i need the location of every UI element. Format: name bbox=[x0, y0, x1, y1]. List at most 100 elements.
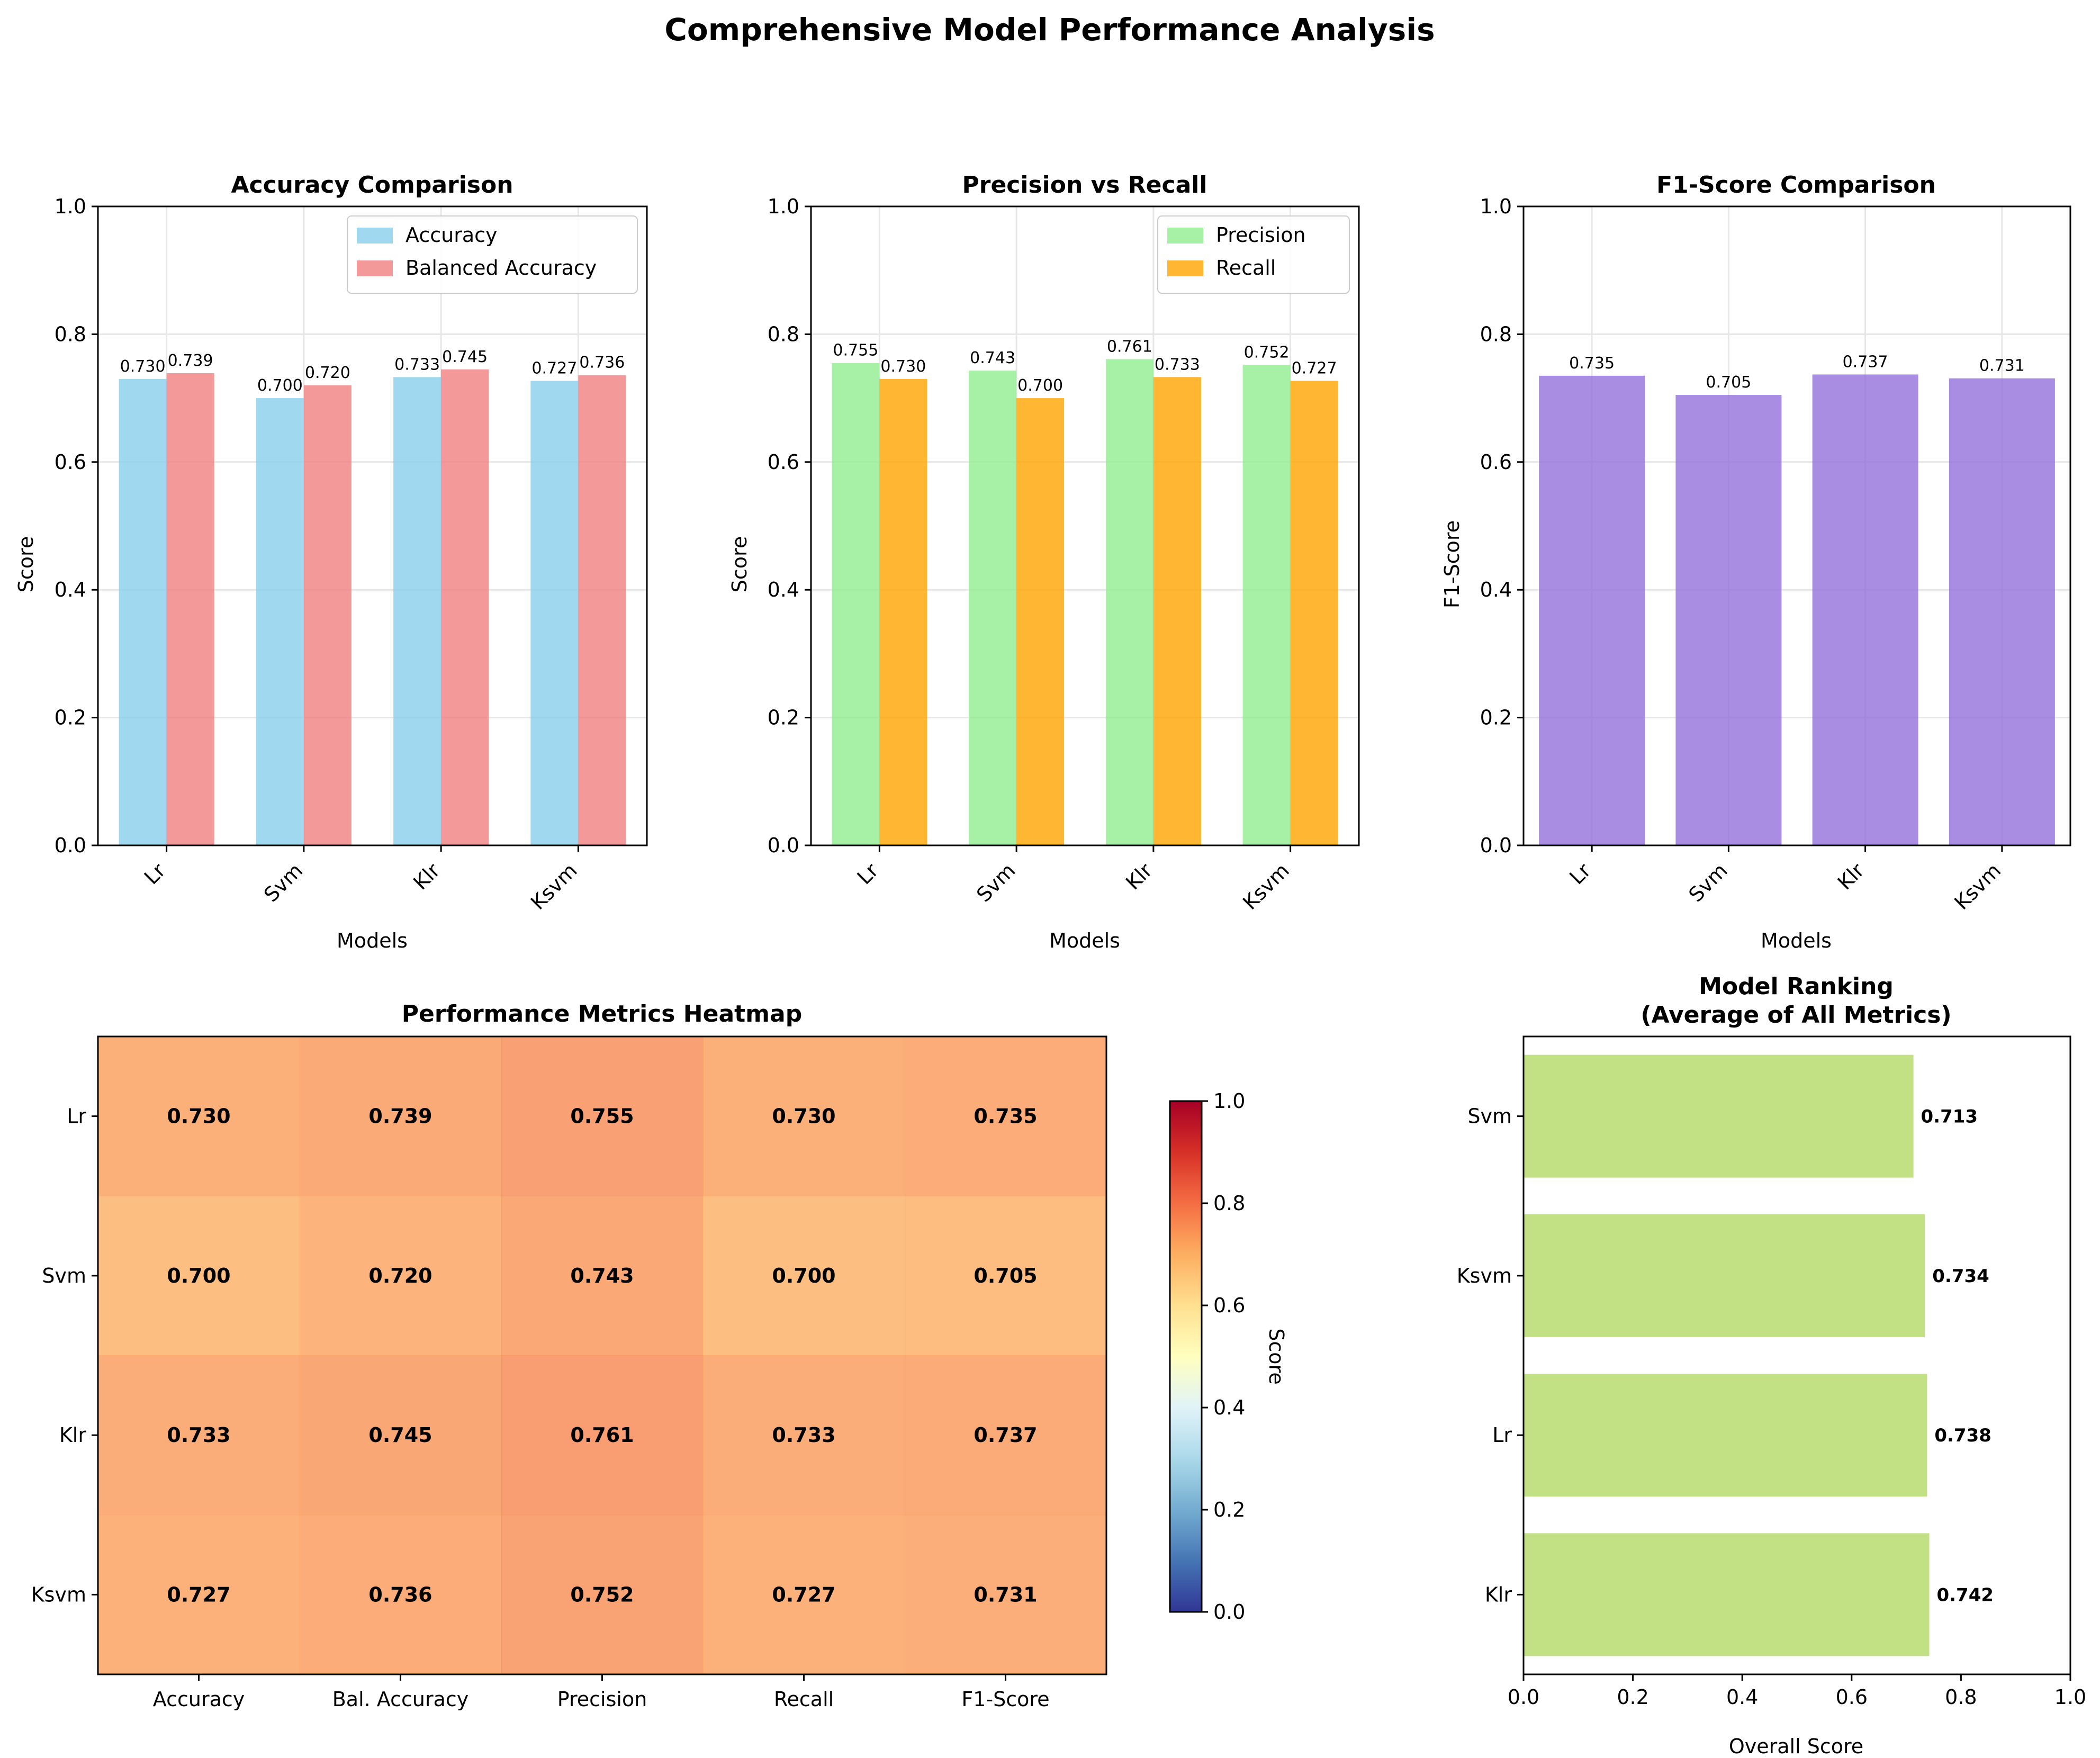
heatmap-cell-label: 0.733 bbox=[772, 1423, 835, 1447]
colorbar-tick-label: 1.0 bbox=[1213, 1089, 1245, 1113]
ranking-title-line2: (Average of All Metrics) bbox=[1641, 1002, 1951, 1029]
precision-recall-bar bbox=[1290, 381, 1338, 845]
heatmap-cell bbox=[905, 1514, 1107, 1675]
accuracy-ytick-label: 0.2 bbox=[55, 706, 86, 729]
precision-recall-axes-frame bbox=[810, 205, 1360, 846]
precision-recall-bar-label: 0.727 bbox=[1292, 359, 1337, 378]
f1-ytick-label: 0.2 bbox=[1480, 706, 1512, 729]
accuracy-ytick-label: 0.4 bbox=[55, 578, 86, 601]
accuracy-bar bbox=[393, 377, 441, 845]
precision-recall-legend-swatch bbox=[1167, 260, 1203, 276]
heatmap-col-label: Accuracy bbox=[153, 1688, 245, 1711]
heatmap-cell bbox=[703, 1196, 905, 1356]
accuracy-chart-ylabel: Score bbox=[14, 536, 38, 592]
heatmap-cell bbox=[501, 1036, 704, 1196]
colorbar bbox=[1169, 1100, 1203, 1613]
heatmap-cell-label: 0.700 bbox=[772, 1264, 835, 1287]
accuracy-bar-label: 0.700 bbox=[257, 376, 303, 395]
precision-recall-bar-label: 0.700 bbox=[1017, 376, 1063, 395]
heatmap-cell bbox=[98, 1514, 300, 1675]
heatmap-cell bbox=[98, 1036, 300, 1196]
f1-chart-title: F1-Score Comparison bbox=[1656, 172, 1936, 199]
heatmap-cell-label: 0.733 bbox=[167, 1423, 230, 1447]
precision-recall-bar-label: 0.743 bbox=[970, 349, 1015, 367]
ranking-xtick-label: 1.0 bbox=[2054, 1685, 2086, 1709]
heatmap-cell bbox=[905, 1036, 1107, 1196]
heatmap-cell-label: 0.745 bbox=[368, 1423, 432, 1447]
heatmap-cell bbox=[300, 1196, 502, 1356]
f1-chart-ylabel: F1-Score bbox=[1440, 520, 1464, 608]
heatmap-cell bbox=[98, 1355, 300, 1516]
precision-recall-bar bbox=[1242, 365, 1291, 845]
precision-recall-chart-xlabel: Models bbox=[1049, 929, 1120, 952]
f1-bar bbox=[1675, 395, 1782, 845]
f1-ytick-label: 1.0 bbox=[1480, 195, 1512, 218]
accuracy-bar-label: 0.727 bbox=[531, 359, 577, 378]
colorbar-tick-label: 0.4 bbox=[1213, 1396, 1245, 1419]
figure-title: Comprehensive Model Performance Analysis bbox=[664, 12, 1435, 48]
ranking-bar-label: 0.738 bbox=[1934, 1425, 1991, 1446]
accuracy-legend-swatch bbox=[357, 260, 393, 276]
colorbar-tick-label: 0.2 bbox=[1213, 1498, 1245, 1521]
precision-recall-legend-label: Precision bbox=[1216, 223, 1306, 247]
precision-recall-legend-swatch bbox=[1167, 228, 1203, 244]
ranking-xtick-label: 0.6 bbox=[1836, 1685, 1868, 1709]
accuracy-ytick-label: 0.0 bbox=[55, 834, 86, 857]
precision-recall-bar-label: 0.730 bbox=[880, 357, 926, 376]
accuracy-axes-frame bbox=[97, 205, 648, 846]
ranking-title-line1: Model Ranking bbox=[1699, 973, 1894, 1000]
precision-recall-bar bbox=[1016, 398, 1065, 845]
ranking-xtick-label: 0.8 bbox=[1945, 1685, 1977, 1709]
accuracy-bar bbox=[530, 381, 579, 845]
accuracy-legend-swatch bbox=[357, 228, 393, 244]
accuracy-bar-label: 0.733 bbox=[394, 355, 440, 374]
precision-recall-bar bbox=[879, 378, 927, 845]
accuracy-legend-box bbox=[347, 215, 638, 294]
accuracy-bar-label: 0.739 bbox=[168, 351, 213, 370]
heatmap-cell bbox=[300, 1514, 502, 1675]
heatmap-cell bbox=[703, 1514, 905, 1675]
f1-bar-label: 0.735 bbox=[1569, 354, 1615, 373]
ranking-ytick-label: Ksvm bbox=[1457, 1264, 1512, 1287]
f1-ytick-label: 0.8 bbox=[1480, 322, 1512, 346]
heatmap-cell bbox=[98, 1196, 300, 1356]
precision-recall-ytick-label: 0.0 bbox=[768, 834, 799, 857]
heatmap-cell bbox=[501, 1196, 704, 1356]
precision-recall-chart-title: Precision vs Recall bbox=[962, 172, 1207, 199]
heatmap-title: Performance Metrics Heatmap bbox=[402, 1000, 802, 1027]
f1-chart-xlabel: Models bbox=[1761, 929, 1832, 952]
heatmap-cell bbox=[501, 1514, 704, 1675]
heatmap-col-label: Precision bbox=[557, 1688, 647, 1711]
colorbar-tick-label: 0.6 bbox=[1213, 1294, 1245, 1317]
heatmap-cell bbox=[905, 1355, 1107, 1516]
accuracy-ytick-label: 0.8 bbox=[55, 322, 86, 346]
heatmap-cell-label: 0.730 bbox=[772, 1105, 835, 1128]
ranking-xtick-label: 0.4 bbox=[1726, 1685, 1758, 1709]
heatmap-cell-label: 0.761 bbox=[570, 1423, 634, 1447]
accuracy-comparison-chart: Accuracy Comparison Models Score 0.7300.… bbox=[14, 172, 648, 952]
ranking-ytick-label: Klr bbox=[1485, 1583, 1512, 1606]
heatmap-col-label: F1-Score bbox=[961, 1688, 1049, 1711]
precision-recall-ytick-label: 0.6 bbox=[768, 450, 799, 474]
ranking-bar bbox=[1524, 1214, 1925, 1337]
f1-bar-label: 0.705 bbox=[1706, 373, 1751, 392]
heatmap-cell bbox=[703, 1355, 905, 1516]
precision-recall-bar-label: 0.733 bbox=[1155, 355, 1200, 374]
heatmap-cell-label: 0.705 bbox=[974, 1264, 1037, 1287]
heatmap-row-label: Lr bbox=[67, 1105, 86, 1128]
heatmap-cell bbox=[300, 1036, 502, 1196]
heatmap-row-label: Klr bbox=[59, 1423, 86, 1447]
ranking-bar-label: 0.713 bbox=[1921, 1106, 1978, 1128]
ranking-ytick-label: Lr bbox=[1492, 1423, 1512, 1447]
precision-recall-bar bbox=[969, 371, 1017, 845]
heatmap-cell-label: 0.735 bbox=[974, 1105, 1037, 1128]
heatmap-cell-label: 0.700 bbox=[167, 1264, 230, 1287]
accuracy-ytick-label: 0.6 bbox=[55, 450, 86, 474]
accuracy-bar-label: 0.720 bbox=[305, 364, 350, 382]
precision-recall-legend-label: Recall bbox=[1216, 256, 1276, 280]
precision-recall-ytick-label: 1.0 bbox=[768, 195, 799, 218]
precision-recall-bar-label: 0.752 bbox=[1244, 343, 1290, 362]
ranking-ytick-label: Svm bbox=[1467, 1105, 1512, 1128]
heatmap-cell-label: 0.739 bbox=[368, 1105, 432, 1128]
